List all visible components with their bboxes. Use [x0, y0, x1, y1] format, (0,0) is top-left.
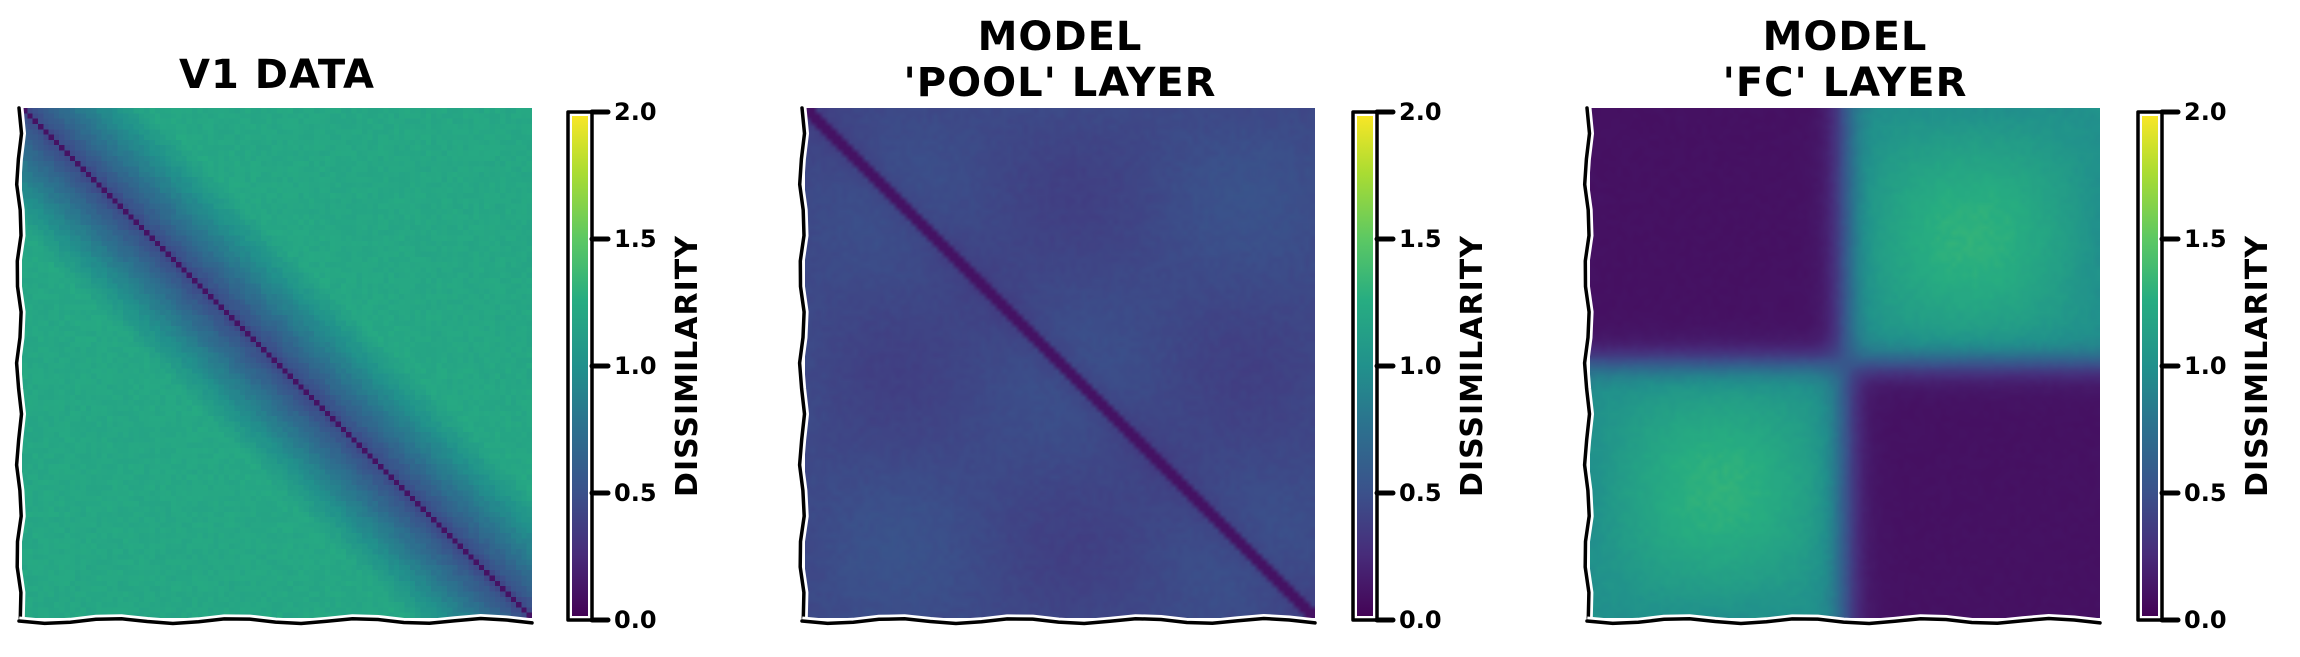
colorbar-tick-label: 1.5 [614, 225, 657, 253]
x-axis-line [800, 616, 1317, 626]
chart-title-line-1: MODEL [978, 14, 1143, 60]
colorbar-tick-label: 0.0 [2184, 606, 2227, 634]
colorbar-tick-label: 1.0 [2184, 352, 2227, 380]
y-axis-line [1582, 106, 1592, 620]
colorbar-label: DISSIMILARITY [2240, 235, 2275, 497]
colorbar-label: DISSIMILARITY [1455, 235, 1490, 497]
y-axis-line [797, 106, 807, 620]
y-axis-line [14, 106, 24, 620]
heatmap-image [805, 108, 1315, 618]
colorbar-tick-label: 0.0 [614, 606, 657, 634]
colorbar-tick-label: 0.0 [1399, 606, 1442, 634]
panel-1: V1 DATA 0.0 0.5 1.0 1.5 2.0 DISSIMILARITY [12, 52, 705, 634]
colorbar-tick-label: 0.5 [2184, 479, 2227, 507]
chart-title-line-1: MODEL [1763, 14, 1928, 60]
colorbar-tick-label: 1.0 [614, 352, 657, 380]
colorbar-tick-label: 1.0 [1399, 352, 1442, 380]
panel-3: MODEL'FC' LAYER 0.0 0.5 1.0 1.5 2.0 DISSIMILAR… [1580, 14, 2275, 634]
colorbar-label: DISSIMILARITY [670, 235, 705, 497]
colorbar-tick-label: 2.0 [1399, 98, 1442, 126]
colorbar-tick-label: 1.5 [2184, 225, 2227, 253]
colorbar-tick-label: 2.0 [2184, 98, 2227, 126]
heatmap-image [22, 108, 532, 618]
x-axis-line [1585, 616, 2102, 626]
heatmap-image [1590, 108, 2100, 618]
chart-title-line-2: 'POOL' LAYER [904, 60, 1217, 106]
colorbar-tick-label: 0.5 [614, 479, 657, 507]
panel-2: MODEL'POOL' LAYER 0.0 0.5 1.0 1.5 2.0 DISSIMIL… [795, 14, 1490, 634]
colorbar-tick-label: 0.5 [1399, 479, 1442, 507]
colorbar-tick-label: 2.0 [614, 98, 657, 126]
x-axis-line [17, 616, 534, 626]
chart-title-line-1: V1 DATA [179, 52, 375, 98]
colorbar-tick-label: 1.5 [1399, 225, 1442, 253]
chart-title-line-2: 'FC' LAYER [1723, 60, 1968, 106]
